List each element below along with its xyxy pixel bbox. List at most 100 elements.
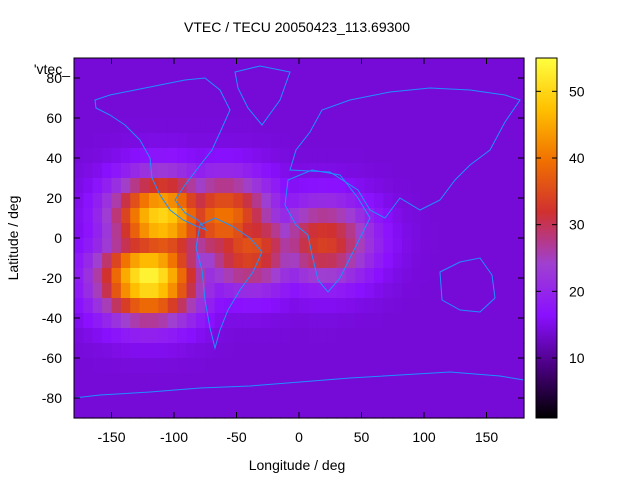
heat-cell <box>430 388 441 404</box>
heat-cell <box>120 223 131 239</box>
heat-cell <box>149 373 159 389</box>
heat-cell <box>149 388 159 404</box>
heat-cell <box>299 283 309 299</box>
heat-cell <box>411 58 422 74</box>
heat-cell <box>392 163 403 179</box>
heat-cell <box>120 328 131 344</box>
heat-cell <box>467 373 478 389</box>
heat-cell <box>439 268 450 284</box>
heat-cell <box>158 163 169 179</box>
heat-cell <box>345 238 356 254</box>
y-tick-label: -20 <box>42 270 62 286</box>
heat-cell <box>430 223 441 239</box>
heat-cell <box>327 283 338 299</box>
y-axis-ticks: 80 60 40 20 0 -20 -40 -60 -80 <box>42 70 524 406</box>
heat-cell <box>458 163 469 179</box>
heat-cell <box>374 283 384 299</box>
heat-cell <box>130 388 141 404</box>
heat-cell <box>139 73 150 89</box>
heat-cell <box>505 118 516 134</box>
coastline-north-america <box>94 77 231 232</box>
heat-cell <box>167 388 178 404</box>
heat-cell <box>139 193 150 209</box>
heat-cell <box>280 298 291 314</box>
heat-cell <box>402 268 413 284</box>
heat-cell <box>402 388 413 404</box>
heat-cell <box>83 343 94 359</box>
heat-cell <box>177 268 188 284</box>
heat-cell <box>495 343 506 359</box>
heat-cell <box>439 298 450 314</box>
heat-cell <box>242 163 253 179</box>
heat-cell <box>308 223 319 239</box>
heat-cell <box>430 358 441 374</box>
heat-cell <box>383 388 394 404</box>
heat-cell <box>430 103 441 119</box>
heat-cell <box>120 193 131 209</box>
heat-cell <box>402 148 413 164</box>
heat-cell <box>327 268 338 284</box>
heat-cell <box>486 358 497 374</box>
heat-cell <box>111 358 122 374</box>
heat-cell <box>233 253 244 269</box>
heat-cell <box>177 238 188 254</box>
heat-cell <box>449 328 459 344</box>
heat-cell <box>289 373 300 389</box>
heat-cell <box>383 178 394 194</box>
heat-cell <box>317 328 328 344</box>
heat-cell <box>92 343 103 359</box>
heat-cell <box>299 118 309 134</box>
heat-cell <box>505 103 516 119</box>
x-tick-label: -50 <box>226 429 246 445</box>
heat-cell <box>242 223 253 239</box>
heat-cell <box>149 403 159 419</box>
heat-cell <box>261 193 272 209</box>
heat-cell <box>130 103 141 119</box>
heat-cell <box>383 223 394 239</box>
heat-cell <box>505 73 516 89</box>
heat-cell <box>242 343 253 359</box>
heat-cell <box>402 208 413 224</box>
x-tick-label: 50 <box>354 429 370 445</box>
heat-cell <box>139 223 150 239</box>
heat-cell <box>92 178 103 194</box>
heat-cell <box>280 373 291 389</box>
heat-cell <box>102 283 113 299</box>
heat-cell <box>383 328 394 344</box>
heat-cell <box>167 298 178 314</box>
heat-cell <box>224 373 234 389</box>
heat-cell <box>486 88 497 104</box>
heat-cell <box>327 208 338 224</box>
heat-cell <box>205 88 216 104</box>
heat-cell <box>458 148 469 164</box>
heat-cell <box>355 223 366 239</box>
heat-cell <box>430 148 441 164</box>
heat-cell <box>233 88 244 104</box>
heat-cell <box>495 388 506 404</box>
heat-cell <box>467 388 478 404</box>
heat-cell <box>261 163 272 179</box>
heat-cell <box>317 58 328 74</box>
heat-cell <box>214 118 225 134</box>
heat-cell <box>317 208 328 224</box>
heat-cell <box>270 238 281 254</box>
heat-cell <box>289 358 300 374</box>
heat-cell <box>364 178 375 194</box>
heat-cell <box>374 298 384 314</box>
heat-cell <box>374 148 384 164</box>
heat-cell <box>270 148 281 164</box>
heat-cell <box>411 88 422 104</box>
heat-cell <box>83 403 94 419</box>
heat-cell <box>299 73 309 89</box>
heat-cell <box>261 223 272 239</box>
heat-cell <box>392 373 403 389</box>
heat-cell <box>505 193 516 209</box>
heat-cell <box>139 163 150 179</box>
heat-cell <box>74 328 84 344</box>
heat-cell <box>327 238 338 254</box>
heat-cell <box>514 283 525 299</box>
heat-cell <box>383 313 394 329</box>
heat-cell <box>233 343 244 359</box>
heat-cell <box>252 133 263 149</box>
heat-cell <box>195 178 206 194</box>
